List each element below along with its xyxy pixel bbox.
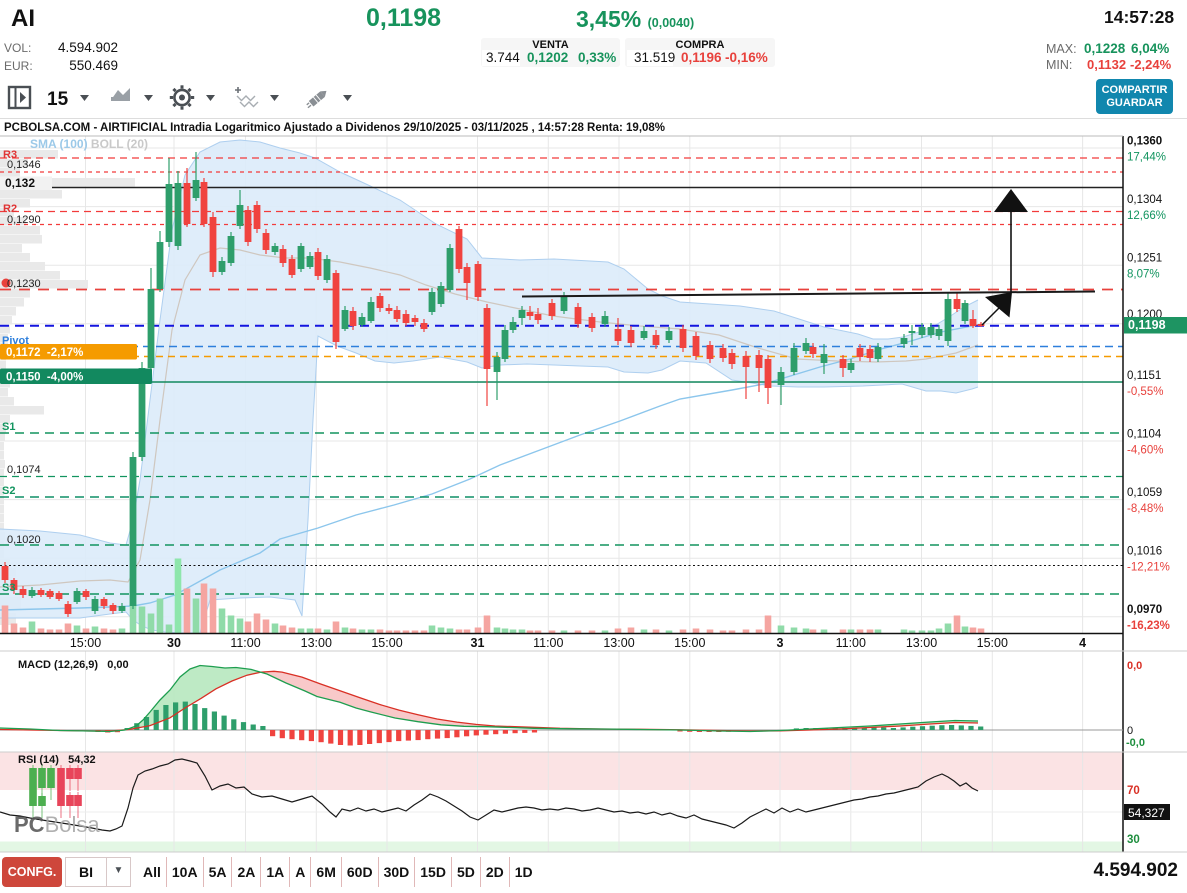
svg-text:15: 15 [47, 89, 69, 110]
svg-text:11:00: 11:00 [230, 636, 260, 650]
svg-text:SMA (100) BOLL (20): SMA (100) BOLL (20) [30, 137, 148, 151]
svg-text:8,07%: 8,07% [1127, 269, 1160, 281]
svg-text:-4,60%: -4,60% [1127, 445, 1163, 457]
svg-text:0,1104: 0,1104 [1127, 429, 1162, 441]
svg-text:0,1150 -4,00%: 0,1150 -4,00% [6, 372, 83, 384]
svg-text:11:00: 11:00 [836, 636, 866, 650]
svg-text:70: 70 [1127, 785, 1140, 797]
svg-text:0,1290: 0,1290 [7, 214, 41, 226]
svg-text:S2: S2 [2, 485, 15, 497]
svg-text:0,1360: 0,1360 [1127, 136, 1162, 148]
svg-text:S1: S1 [2, 421, 15, 433]
svg-text:0,1198: 0,1198 [1128, 318, 1166, 332]
svg-text:0,1016: 0,1016 [1127, 546, 1162, 558]
svg-text:0,1074: 0,1074 [7, 464, 41, 476]
svg-text:0: 0 [1127, 725, 1133, 737]
svg-text:30: 30 [1127, 834, 1140, 846]
svg-text:31: 31 [471, 636, 485, 650]
svg-text:0,1346: 0,1346 [7, 159, 41, 171]
svg-text:11:00: 11:00 [533, 636, 563, 650]
svg-text:4: 4 [1079, 636, 1086, 650]
svg-text:54,327: 54,327 [1128, 806, 1165, 820]
svg-text:0,132: 0,132 [5, 176, 35, 190]
svg-text:0,1020: 0,1020 [7, 534, 41, 546]
svg-text:3: 3 [777, 636, 784, 650]
svg-text:MACD (12,26,9) 0,00: MACD (12,26,9) 0,00 [18, 659, 129, 671]
svg-text:15:00: 15:00 [70, 636, 101, 650]
svg-text:30: 30 [167, 636, 181, 650]
svg-text:13:00: 13:00 [301, 636, 332, 650]
svg-text:0,1304: 0,1304 [1127, 194, 1163, 206]
svg-text:15:00: 15:00 [674, 636, 705, 650]
svg-text:15:00: 15:00 [977, 636, 1008, 650]
svg-text:S3: S3 [2, 582, 15, 594]
svg-text:-12,21%: -12,21% [1127, 562, 1170, 574]
svg-text:-0,0: -0,0 [1126, 737, 1145, 749]
svg-text:0,1230: 0,1230 [7, 278, 41, 290]
svg-text:R3: R3 [3, 149, 17, 161]
svg-text:0,1251: 0,1251 [1127, 253, 1162, 265]
svg-text:R2: R2 [3, 203, 17, 215]
svg-text:-0,55%: -0,55% [1127, 386, 1163, 398]
svg-text:17,44%: 17,44% [1127, 152, 1166, 164]
svg-text:0,0970: 0,0970 [1127, 604, 1162, 616]
svg-text:0,1059: 0,1059 [1127, 487, 1162, 499]
svg-text:PCBolsa: PCBolsa [14, 812, 100, 837]
svg-text:13:00: 13:00 [906, 636, 937, 650]
svg-text:0,1172 -2,17%: 0,1172 -2,17% [6, 347, 83, 359]
svg-text:12,66%: 12,66% [1127, 210, 1166, 222]
svg-text:0,0: 0,0 [1127, 660, 1142, 672]
svg-text:RSI (14) 54,32: RSI (14) 54,32 [18, 754, 96, 766]
svg-text:-16,23%: -16,23% [1127, 620, 1170, 632]
svg-text:PCBOLSA.COM - AIRTIFICIAL Intr: PCBOLSA.COM - AIRTIFICIAL Intradia Logar… [4, 122, 665, 134]
svg-text:0,1151: 0,1151 [1127, 370, 1161, 382]
svg-text:15:00: 15:00 [371, 636, 402, 650]
svg-text:13:00: 13:00 [603, 636, 634, 650]
svg-text:-8,48%: -8,48% [1127, 503, 1163, 515]
